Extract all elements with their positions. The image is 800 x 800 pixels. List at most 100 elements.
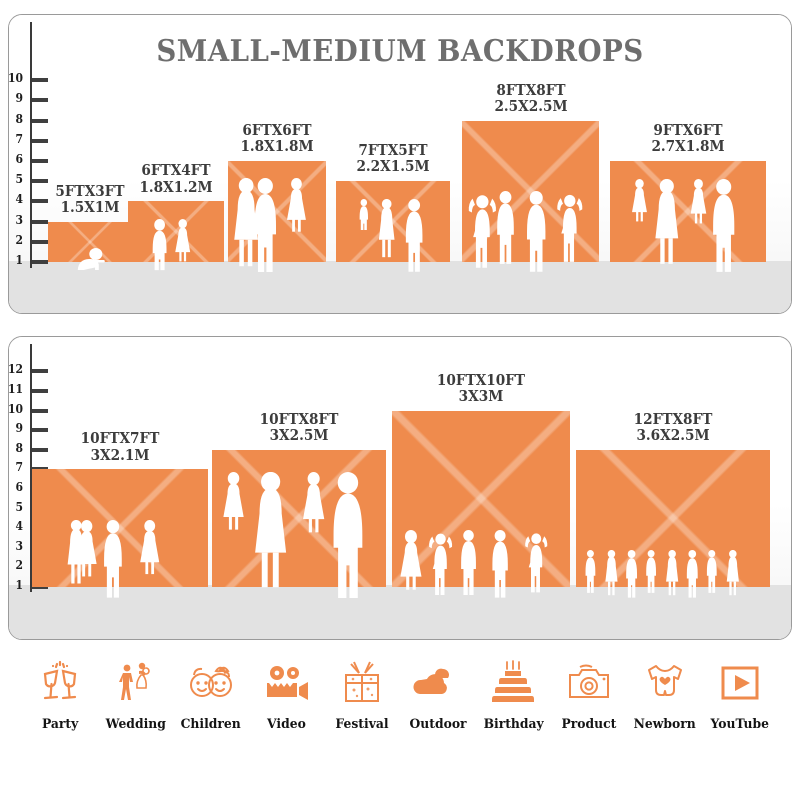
bar: [336, 181, 450, 262]
play-button-icon: [712, 655, 768, 711]
bar-label-imperial: 7FTX5FT: [358, 142, 428, 160]
y-axis-tick-label: 6: [15, 152, 23, 166]
bar-label-metric: 3.6X2.5M: [636, 427, 710, 445]
y-axis-tick-label: 12: [7, 362, 23, 377]
icon-label: Product: [561, 717, 617, 732]
y-axis-tick-label: 1: [15, 578, 23, 592]
y-axis-tick: [32, 78, 48, 83]
y-axis-tick: [32, 239, 48, 244]
icon-cell-wedding[interactable]: Wedding: [98, 655, 174, 732]
y-axis-tick-label: 3: [15, 212, 23, 227]
y-axis-tick: [32, 219, 48, 224]
icon-cell-party[interactable]: Party: [22, 655, 98, 732]
page-title: SMALL-MEDIUM BACKDROPS: [156, 34, 644, 69]
y-axis-line-top: [30, 22, 32, 268]
bar-size-label: 6FTX4FT 1.8X1.2M: [91, 162, 260, 196]
icon-cell-outdoor[interactable]: Outdoor: [400, 655, 476, 732]
y-axis-tick: [32, 159, 48, 163]
icon-label: Video: [267, 717, 306, 732]
bar: [32, 469, 208, 587]
bar-size-label: 7FTX5FT 2.2X1.5M: [308, 142, 477, 176]
y-axis-tick-label: 2: [15, 232, 23, 247]
bar-size-label: 12FTX8FT 3.6X2.5M: [588, 410, 757, 445]
icon-cell-children[interactable]: Children: [173, 655, 249, 732]
bar: [128, 201, 224, 262]
bar-label-imperial: 6FTX4FT: [141, 162, 211, 180]
y-axis-tick-label: 2: [15, 558, 23, 573]
y-axis-tick: [32, 389, 48, 393]
icon-label: Newborn: [633, 717, 696, 732]
y-axis-tick: [32, 179, 48, 184]
bar-size-label: 10FTX10FT 3X3M: [396, 371, 565, 405]
y-axis-tick: [32, 118, 48, 123]
bar-label-metric: 2.7X1.8M: [651, 138, 725, 156]
y-axis-tick: [32, 428, 48, 433]
y-axis-tick: [32, 199, 48, 204]
y-axis-line-bottom: [30, 344, 32, 592]
icon-cell-newborn[interactable]: Newborn: [627, 655, 703, 732]
cloud-icon: [410, 655, 466, 711]
bar-label-imperial: 9FTX6FT: [653, 122, 723, 139]
photo-camera-icon: [561, 655, 617, 711]
y-axis-tick-label: 5: [15, 172, 23, 187]
movie-camera-icon: [259, 655, 315, 711]
bar-size-label: 10FTX7FT 3X2.1M: [35, 430, 204, 464]
y-axis-tick-label: 4: [15, 519, 23, 534]
icon-label: Wedding: [105, 717, 166, 732]
y-axis-tick-label: 8: [15, 440, 23, 455]
bar-size-label: 9FTX6FT 2.7X1.8M: [603, 122, 772, 156]
bar: [462, 120, 599, 262]
bar: [392, 410, 570, 587]
y-axis-tick-label: 7: [15, 131, 23, 146]
baby-onesie-icon: [637, 655, 693, 711]
bar: [48, 221, 132, 262]
bar-label-metric: 2.5X2.5M: [493, 97, 568, 115]
two-kid-faces-icon: [183, 655, 239, 711]
bar-label-imperial: 10FTX10FT: [436, 371, 526, 389]
y-axis-tick-label: 11: [7, 382, 23, 396]
birthday-cake-icon: [485, 655, 541, 711]
ground-strip: [9, 261, 791, 313]
bar-label-imperial: 10FTX7FT: [80, 430, 160, 448]
y-axis-tick: [32, 369, 48, 374]
bar-label-metric: 3X3M: [458, 387, 504, 405]
y-axis-tick-label: 9: [15, 91, 23, 106]
bar: [610, 161, 766, 262]
y-axis-tick: [32, 585, 48, 589]
icon-cell-festival[interactable]: Festival: [324, 655, 400, 732]
y-axis-tick-label: 7: [15, 460, 23, 475]
icon-label: Outdoor: [409, 717, 467, 732]
y-axis-tick-label: 9: [15, 421, 23, 436]
bar-label-imperial: 6FTX6FT: [242, 122, 312, 139]
bar-label-metric: 1.5X1M: [60, 198, 120, 216]
y-axis-tick: [32, 260, 48, 264]
bar-label-imperial: 12FTX8FT: [633, 410, 713, 428]
bar-label-metric: 2.2X1.5M: [356, 158, 430, 176]
bar-size-label: 10FTX8FT 3X2.5M: [214, 411, 383, 445]
y-axis-tick: [32, 447, 48, 452]
y-axis-tick: [32, 138, 48, 143]
y-axis-tick-label: 8: [15, 111, 23, 126]
bar-label-metric: 1.8X1.2M: [139, 178, 213, 196]
icon-label: Birthday: [483, 717, 544, 732]
icon-label: Children: [180, 717, 242, 732]
bar-label-imperial: 8FTX8FT: [495, 81, 566, 99]
bride-groom-icon: [107, 655, 163, 711]
bar-size-label: 8FTX8FT 2.5X2.5M: [446, 81, 615, 115]
icon-cell-product[interactable]: Product: [551, 655, 627, 732]
y-axis-tick: [32, 98, 48, 103]
icon-cell-video[interactable]: Video: [249, 655, 325, 732]
y-axis-tick-label: 3: [15, 538, 23, 553]
y-axis-tick-label: 4: [15, 192, 23, 207]
y-axis-tick-label: 10: [7, 71, 23, 86]
icon-cell-youtube[interactable]: YouTube: [702, 655, 778, 732]
icon-label: YouTube: [710, 717, 770, 732]
y-axis-tick-label: 5: [15, 499, 23, 514]
bar-label-metric: 3X2.5M: [269, 427, 329, 445]
icon-label: Party: [41, 717, 78, 732]
icon-cell-birthday[interactable]: Birthday: [476, 655, 552, 732]
y-axis-tick: [32, 408, 48, 413]
y-axis-tick-label: 1: [15, 253, 23, 267]
usage-icon-strip: Party Wedding Children: [8, 655, 792, 765]
